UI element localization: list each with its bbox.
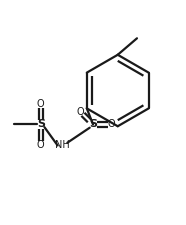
Text: O: O xyxy=(76,107,84,117)
Text: O: O xyxy=(108,119,115,129)
Text: NH: NH xyxy=(55,140,70,151)
Text: O: O xyxy=(37,99,45,109)
Text: S: S xyxy=(89,119,97,129)
Text: S: S xyxy=(37,119,45,129)
Text: O: O xyxy=(37,140,45,150)
